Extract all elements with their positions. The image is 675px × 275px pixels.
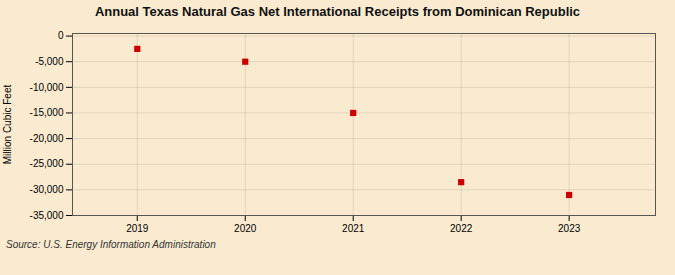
svg-text:2019: 2019 bbox=[126, 223, 149, 234]
svg-text:-25,000: -25,000 bbox=[30, 158, 64, 169]
html-text:Source: U.S. Energy Informatio: Source: U.S. Energy Information Administ… bbox=[6, 239, 216, 250]
svg-text:0: 0 bbox=[58, 30, 64, 41]
svg-text:Million Cubic Feet: Million Cubic Feet bbox=[2, 85, 13, 165]
svg-text:-15,000: -15,000 bbox=[30, 107, 64, 118]
svg-text:-20,000: -20,000 bbox=[30, 133, 64, 144]
svg-text:2021: 2021 bbox=[342, 223, 365, 234]
svg-text:2023: 2023 bbox=[558, 223, 581, 234]
svg-text:-5,000: -5,000 bbox=[35, 56, 64, 67]
svg-text:-35,000: -35,000 bbox=[30, 210, 64, 221]
svg-text:2020: 2020 bbox=[234, 223, 257, 234]
html-text:Annual Texas Natural Gas Net I: Annual Texas Natural Gas Net Internation… bbox=[94, 4, 581, 19]
svg-text:-10,000: -10,000 bbox=[30, 82, 64, 93]
svg-text:2022: 2022 bbox=[450, 223, 473, 234]
svg-text:-30,000: -30,000 bbox=[30, 184, 64, 195]
